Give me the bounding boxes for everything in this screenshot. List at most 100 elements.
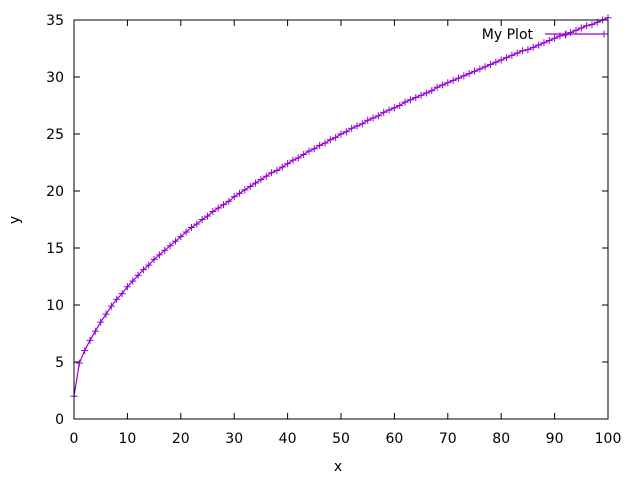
data-point [177, 233, 185, 241]
data-point [583, 22, 591, 30]
data-point [545, 37, 553, 45]
data-point [155, 251, 163, 259]
data-point [284, 160, 292, 168]
data-point [305, 147, 313, 155]
data-point [310, 145, 318, 153]
data-point [460, 72, 468, 80]
data-point [230, 193, 238, 201]
plot-frame [73, 19, 609, 420]
data-point [524, 46, 532, 54]
data-point [454, 74, 462, 82]
data-point [481, 63, 489, 71]
data-point [236, 189, 244, 197]
data-point [262, 172, 270, 180]
data-point [97, 318, 105, 326]
data-point [465, 70, 473, 78]
data-point [139, 266, 147, 274]
data-point [182, 228, 190, 236]
y-tick-label: 25 [46, 127, 64, 143]
data-point [577, 24, 585, 32]
data-point [535, 41, 543, 49]
data-point [385, 106, 393, 114]
data-point [364, 116, 372, 124]
data-point [508, 51, 516, 59]
x-axis-label: x [334, 459, 342, 475]
data-point [123, 283, 131, 291]
x-tick-label: 80 [492, 431, 510, 447]
data-point [513, 49, 521, 57]
data-point [369, 114, 377, 122]
y-tick-label: 15 [46, 241, 64, 257]
data-point [353, 122, 361, 130]
data-point [567, 29, 575, 37]
data-point [380, 108, 388, 116]
data-point [113, 295, 121, 303]
data-point [268, 169, 276, 177]
data-point [257, 176, 265, 184]
data-point [374, 112, 382, 120]
data-point [107, 302, 115, 310]
data-point [166, 242, 174, 250]
data-point [225, 197, 233, 205]
y-tick-label: 5 [55, 355, 64, 371]
plot-layer [70, 14, 612, 400]
data-point [417, 91, 425, 99]
data-point [209, 208, 217, 216]
data-point [422, 89, 430, 97]
x-tick-label: 50 [332, 431, 350, 447]
x-tick-label: 10 [118, 431, 136, 447]
series-line [73, 17, 609, 397]
data-point [187, 223, 195, 231]
data-point [214, 204, 222, 212]
data-point [86, 336, 94, 344]
data-point [503, 54, 511, 62]
x-tick-label: 0 [70, 431, 79, 447]
data-point [129, 277, 137, 285]
y-tick-label: 0 [55, 412, 64, 428]
data-point [134, 271, 142, 279]
x-tick-label: 30 [225, 431, 243, 447]
data-point [171, 237, 179, 245]
legend-marker [600, 30, 608, 38]
data-point [118, 290, 126, 298]
data-point [337, 130, 345, 138]
data-point [241, 186, 249, 194]
data-point [406, 96, 414, 104]
data-point [588, 21, 596, 29]
data-point [401, 98, 409, 106]
y-tick-label: 35 [46, 13, 64, 29]
x-tick-label: 20 [172, 431, 190, 447]
data-point [150, 255, 158, 263]
data-point [332, 133, 340, 141]
data-point [390, 104, 398, 112]
data-point [300, 151, 308, 159]
data-point [252, 179, 260, 187]
data-point [358, 120, 366, 128]
data-point [198, 216, 206, 223]
data-point [342, 128, 350, 136]
data-point [193, 220, 201, 228]
data-point [412, 94, 420, 102]
ticks-layer: 0 10 20 30 40 50 60 70 80 90 100 0 5 10 15 20 25 30 35 [46, 13, 621, 447]
data-point [273, 166, 281, 174]
y-tick-label: 20 [46, 184, 64, 200]
data-point [81, 347, 89, 355]
data-point [449, 76, 457, 84]
y-tick-label: 30 [46, 70, 64, 86]
data-point [433, 83, 441, 91]
data-point [572, 26, 580, 34]
data-point [145, 261, 153, 269]
data-point [348, 124, 356, 132]
legend-marker [562, 30, 570, 38]
x-tick-label: 100 [595, 431, 622, 447]
data-point [161, 246, 169, 254]
data-point [487, 60, 495, 68]
x-tick-label: 90 [546, 431, 564, 447]
data-point [519, 47, 527, 55]
x-tick-label: 60 [385, 431, 403, 447]
data-point [246, 182, 254, 190]
y-axis-label: y [7, 216, 23, 224]
data-point [492, 58, 500, 66]
data-point [529, 43, 537, 51]
